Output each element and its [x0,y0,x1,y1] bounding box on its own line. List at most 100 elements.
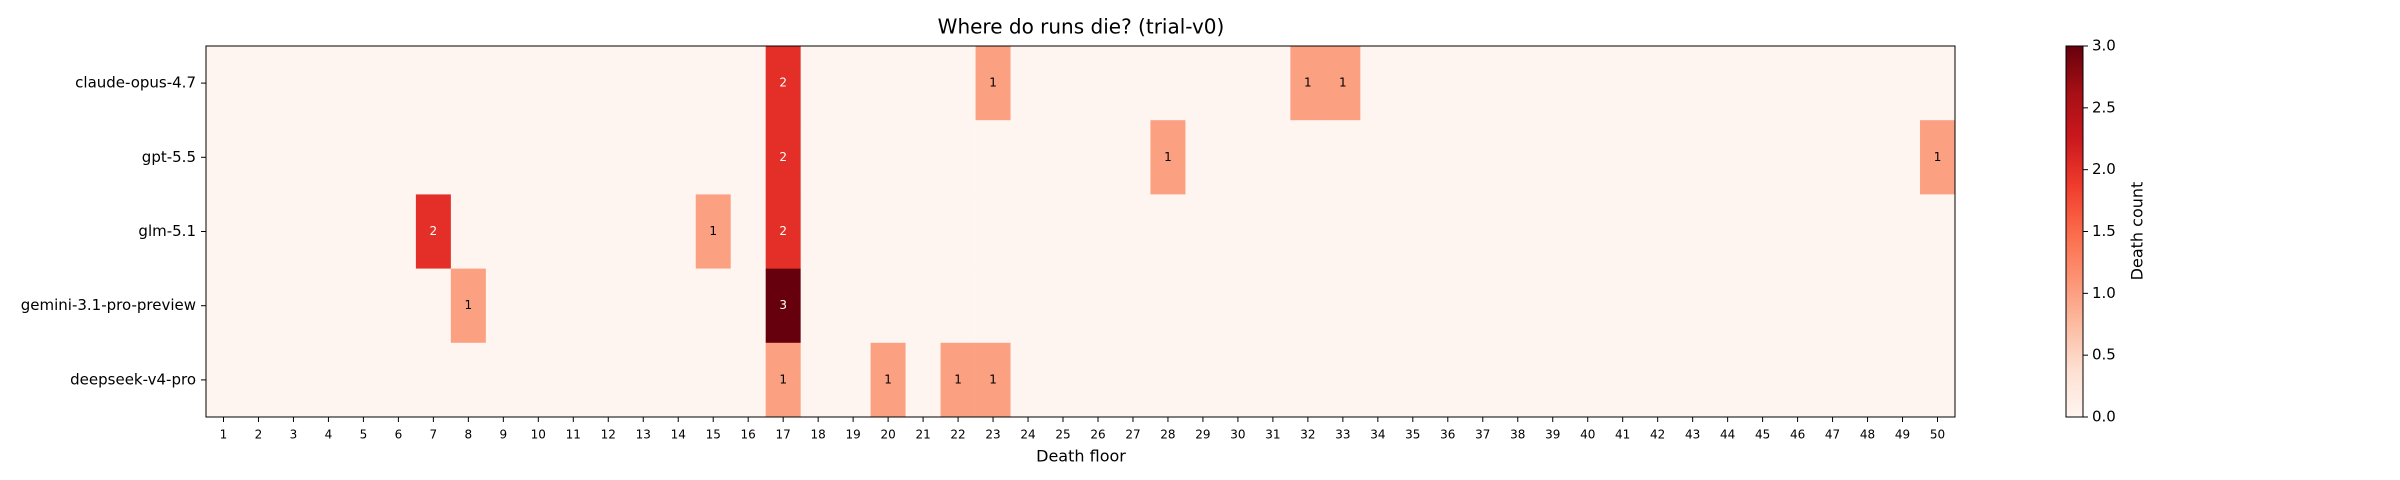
colorbar [2065,45,2084,418]
heatmap-cell [555,46,592,121]
cell-label: 2 [779,224,787,238]
cell-label: 2 [779,150,787,164]
heatmap-cell [870,194,906,269]
cell-label: 2 [779,76,787,90]
x-tick-label: 41 [1615,428,1630,442]
heatmap-cell [1570,194,1606,269]
heatmap-cell [1080,120,1116,195]
heatmap-cell [1920,268,1956,344]
heatmap-cell [1255,268,1291,344]
heatmap-cell [1360,342,1396,418]
x-tick-label: 10 [531,428,546,442]
heatmap-cell [590,268,627,344]
heatmap-cell [765,194,801,269]
heatmap-cell [485,46,522,121]
heatmap-cell [940,342,976,418]
heatmap-cell [380,46,417,121]
heatmap-cell [1710,194,1746,269]
x-tick-label: 39 [1545,428,1560,442]
heatmap-cell [1920,120,1956,195]
heatmap-cell [1360,268,1396,344]
colorbar-tick-label: 3.0 [2092,37,2116,55]
heatmap-cell [1535,120,1571,195]
heatmap-cell [380,268,417,344]
x-tick-label: 22 [950,428,965,442]
heatmap-cell [625,46,662,121]
heatmap-cell [345,342,382,418]
heatmap-cell [660,268,697,344]
x-tick-label: 9 [500,428,508,442]
cell-label: 1 [989,76,997,90]
heatmap-cell [275,342,312,418]
heatmap-cell [1395,46,1431,121]
heatmap-cell [730,342,766,418]
heatmap-cell [1780,194,1816,269]
heatmap-cell [1850,342,1886,418]
heatmap-cell [870,342,906,418]
heatmap-cell [905,120,941,195]
heatmap-cell [695,342,731,418]
heatmap-cell [695,268,731,344]
heatmap-cell [1745,46,1781,121]
heatmap-cell [206,342,242,418]
heatmap-cell [1605,268,1641,344]
heatmap-cell [1465,46,1501,121]
heatmap-cell [1220,268,1256,344]
heatmap-cell [1290,120,1326,195]
heatmap-cell [1115,120,1151,195]
heatmap-cell [1920,46,1956,121]
heatmap-cell [1255,342,1291,418]
heatmap-cell [1640,46,1676,121]
heatmap-cell [1710,268,1746,344]
cell-label: 1 [989,372,997,386]
heatmap-cell [730,46,766,121]
heatmap-cell [1850,46,1886,121]
heatmap-cell [1185,194,1221,269]
heatmap-cell [1150,342,1186,418]
heatmap-cell [590,120,627,195]
heatmap-cell [1115,46,1151,121]
heatmap-cell [520,46,557,121]
colorbar-label: Death count [2128,182,2147,281]
heatmap-cell [590,46,627,121]
x-tick-label: 5 [360,428,368,442]
heatmap-cell [450,46,487,121]
heatmap-cell [1815,46,1851,121]
heatmap-cell [765,120,801,195]
heatmap-cell [206,120,242,195]
heatmap-cell [1220,120,1256,195]
heatmap-cell [1640,120,1676,195]
heatmap-cell [1325,120,1361,195]
heatmap-cell [1325,194,1361,269]
x-tick-label: 18 [811,428,826,442]
heatmap-cell [1710,342,1746,418]
heatmap-cell [1675,194,1711,269]
heatmap-cell [1045,46,1081,121]
heatmap-cell [415,342,452,418]
heatmap-cell [1430,46,1466,121]
heatmap-cell [1290,194,1326,269]
heatmap-cell [870,46,906,121]
heatmap-cell [415,46,452,121]
heatmap-cell [1255,194,1291,269]
x-tick-label: 31 [1265,428,1280,442]
heatmap-cell [1360,120,1396,195]
heatmap-cell [555,194,592,269]
heatmap-cell [345,46,382,121]
heatmap-cell [1885,268,1921,344]
heatmap-cell [1710,120,1746,195]
heatmap-cell [1745,268,1781,344]
x-axis-label: Death floor [1036,447,1126,466]
heatmap-cell [1570,342,1606,418]
heatmap-cell [1605,194,1641,269]
heatmap-cell [975,268,1011,344]
heatmap-cell [1080,268,1116,344]
heatmap-cell [870,268,906,344]
heatmap-cell [1640,268,1676,344]
heatmap-cell [1080,342,1116,418]
x-tick-label: 47 [1825,428,1840,442]
heatmap-cell [1045,120,1081,195]
x-tick-label: 36 [1440,428,1455,442]
heatmap-cell [1710,46,1746,121]
heatmap-cell [660,46,697,121]
